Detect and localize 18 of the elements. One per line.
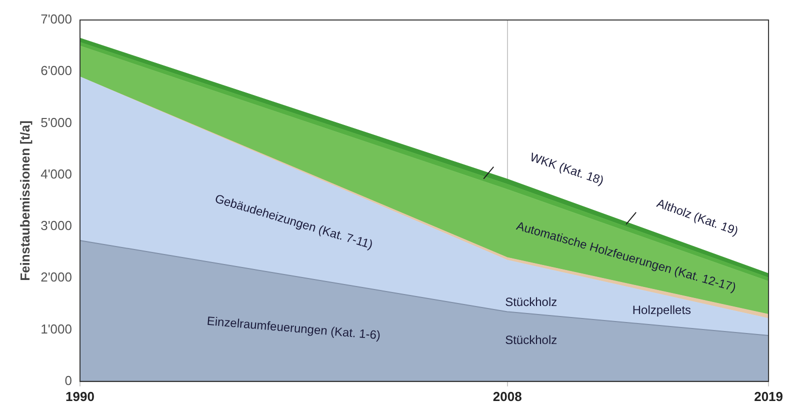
y-tick-label: 5'000 [40,114,72,130]
annotation: Stückholz [505,295,558,310]
y-tick-label: 3'000 [40,218,72,234]
text: Altholz (Kat. 19) [655,196,740,238]
y-axis-title: Feinstaubemissionen [t/a] [17,120,32,281]
y-tick-label: 1'000 [40,321,72,336]
y-tick-label: 2'000 [40,270,72,285]
x-tick-label: 2019 [754,388,783,404]
text: WKK (Kat. 18) [528,150,606,188]
y-tick-label: 6'000 [40,63,72,78]
x-tick-label: 2008 [492,388,522,404]
y-tick-label: 0 [64,372,72,388]
x-tick-label: 1990 [66,388,94,404]
y-tick-label: 4'000 [40,166,72,182]
annotation: Stückholz [505,332,558,347]
series-label: Einzelraumfeuerungen (Kat. 1-6) [206,314,382,342]
y-tick-label: 7'000 [40,12,72,27]
series-label: Holzpellets [632,302,692,317]
